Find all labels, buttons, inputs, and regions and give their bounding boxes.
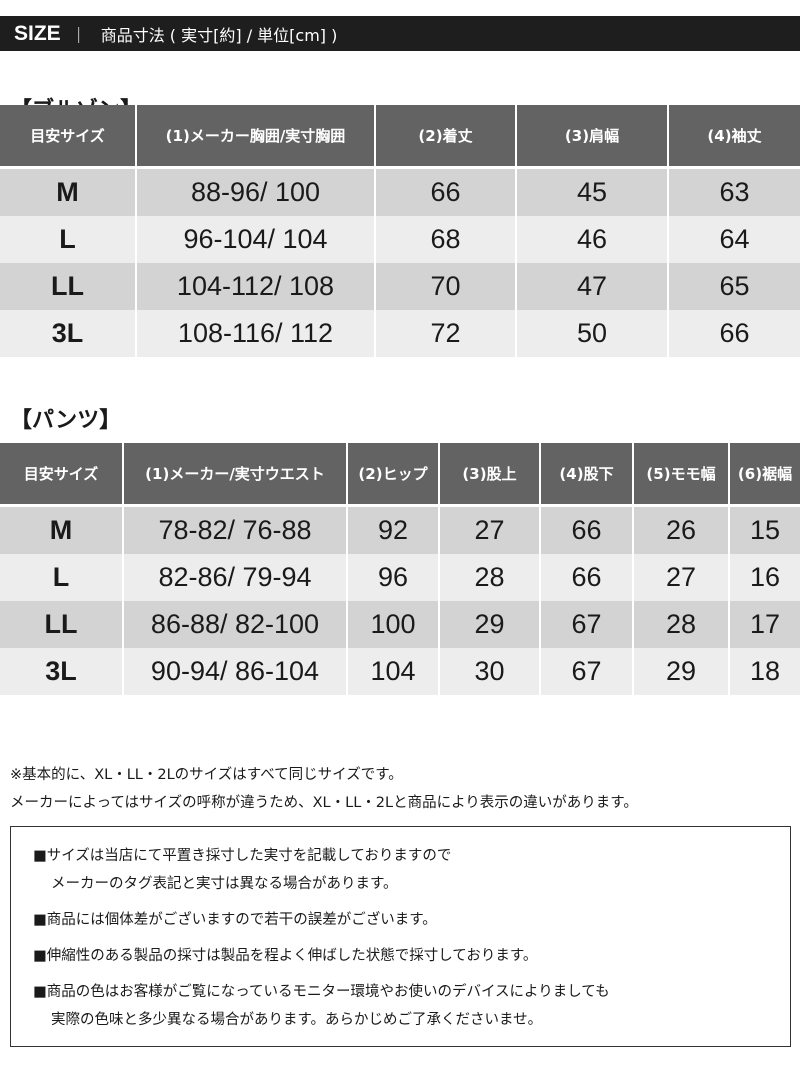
column-header: (4)袖丈 [669,105,800,169]
value-cell: 16 [730,554,800,601]
column-header: (1)メーカー胸囲/実寸胸囲 [137,105,374,169]
value-cell: 88-96/ 100 [137,169,374,216]
value-cell: 63 [669,169,800,216]
table-row: L 96-104/ 104 68 46 64 [0,216,800,263]
notice-line: 実際の色味と多少異なる場合があります。あらかじめご了承くださいませ。 [51,1012,543,1028]
value-cell: 46 [517,216,667,263]
value-cell: 70 [376,263,515,310]
value-cell: 17 [730,601,800,648]
notice-line: メーカーのタグ表記と実寸は異なる場合があります。 [51,876,398,892]
value-cell: 27 [440,507,539,554]
value-cell: 104 [348,648,438,695]
separator: ｜ [70,25,87,45]
column-header: (2)着丈 [376,105,515,169]
column-header: (3)肩幅 [517,105,667,169]
value-cell: 86-88/ 82-100 [124,601,346,648]
value-cell: 27 [634,554,728,601]
value-cell: 108-116/ 112 [137,310,374,357]
column-header: 目安サイズ [0,443,122,507]
pants-table: 目安サイズ (1)メーカー/実寸ウエスト (2)ヒップ (3)股上 (4)股下 (5)モモ… [0,443,800,695]
value-cell: 64 [669,216,800,263]
table-row: L 82-86/ 79-94 96 28 66 27 16 [0,554,800,601]
table-row: M 78-82/ 76-88 92 27 66 26 15 [0,507,800,554]
size-label: SIZE [14,21,61,45]
table-row: 3L 90-94/ 86-104 104 30 67 29 18 [0,648,800,695]
column-header: (1)メーカー/実寸ウエスト [124,443,346,507]
value-cell: 67 [541,648,632,695]
notice-line: ■商品には個体差がございますので若干の誤差がございます。 [33,912,437,928]
size-cell: LL [0,601,122,648]
table-row: 3L 108-116/ 112 72 50 66 [0,310,800,357]
value-cell: 104-112/ 108 [137,263,374,310]
size-cell: M [0,169,135,216]
value-cell: 29 [440,601,539,648]
column-header: (6)裾幅 [730,443,800,507]
size-cell: L [0,216,135,263]
value-cell: 68 [376,216,515,263]
column-header: (3)股上 [440,443,539,507]
notice-box: ■サイズは当店にて平置き採寸した実寸を記載しておりますので メーカーのタグ表記と… [10,826,791,1047]
column-header: (5)モモ幅 [634,443,728,507]
table-row: M 88-96/ 100 66 45 63 [0,169,800,216]
value-cell: 67 [541,601,632,648]
note-2: メーカーによってはサイズの呼称が違うため、XL・LL・2Lと商品により表示の違い… [10,795,638,811]
value-cell: 28 [440,554,539,601]
pants-title: 【パンツ】 [10,408,122,433]
value-cell: 28 [634,601,728,648]
value-cell: 72 [376,310,515,357]
value-cell: 90-94/ 86-104 [124,648,346,695]
header-bar: SIZE ｜ 商品寸法 ( 実寸[約] / 単位[cm] ) [0,16,800,51]
size-cell: 3L [0,648,122,695]
blouson-table: 目安サイズ (1)メーカー胸囲/実寸胸囲 (2)着丈 (3)肩幅 (4)袖丈 M 88-96… [0,105,800,357]
value-cell: 29 [634,648,728,695]
value-cell: 65 [669,263,800,310]
value-cell: 66 [376,169,515,216]
column-header: (4)股下 [541,443,632,507]
value-cell: 96-104/ 104 [137,216,374,263]
value-cell: 66 [541,554,632,601]
size-cell: 3L [0,310,135,357]
notice-line: ■伸縮性のある製品の採寸は製品を程よく伸ばした状態で採寸しております。 [33,948,538,964]
notice-line: ■商品の色はお客様がご覧になっているモニター環境やお使いのデバイスによりましても [33,984,610,1000]
value-cell: 30 [440,648,539,695]
value-cell: 47 [517,263,667,310]
value-cell: 26 [634,507,728,554]
value-cell: 92 [348,507,438,554]
table-row: LL 104-112/ 108 70 47 65 [0,263,800,310]
value-cell: 50 [517,310,667,357]
column-header: (2)ヒップ [348,443,438,507]
note-1: ※基本的に、XL・LL・2Lのサイズはすべて同じサイズです。 [10,767,403,783]
value-cell: 18 [730,648,800,695]
value-cell: 82-86/ 79-94 [124,554,346,601]
size-cell: M [0,507,122,554]
value-cell: 45 [517,169,667,216]
size-cell: LL [0,263,135,310]
value-cell: 66 [669,310,800,357]
value-cell: 96 [348,554,438,601]
column-header: 目安サイズ [0,105,135,169]
value-cell: 78-82/ 76-88 [124,507,346,554]
header-title: 商品寸法 ( 実寸[約] / 単位[cm] ) [100,25,338,45]
notice-line: ■サイズは当店にて平置き採寸した実寸を記載しておりますので [33,848,452,864]
value-cell: 15 [730,507,800,554]
value-cell: 100 [348,601,438,648]
value-cell: 66 [541,507,632,554]
size-cell: L [0,554,122,601]
table-row: LL 86-88/ 82-100 100 29 67 28 17 [0,601,800,648]
